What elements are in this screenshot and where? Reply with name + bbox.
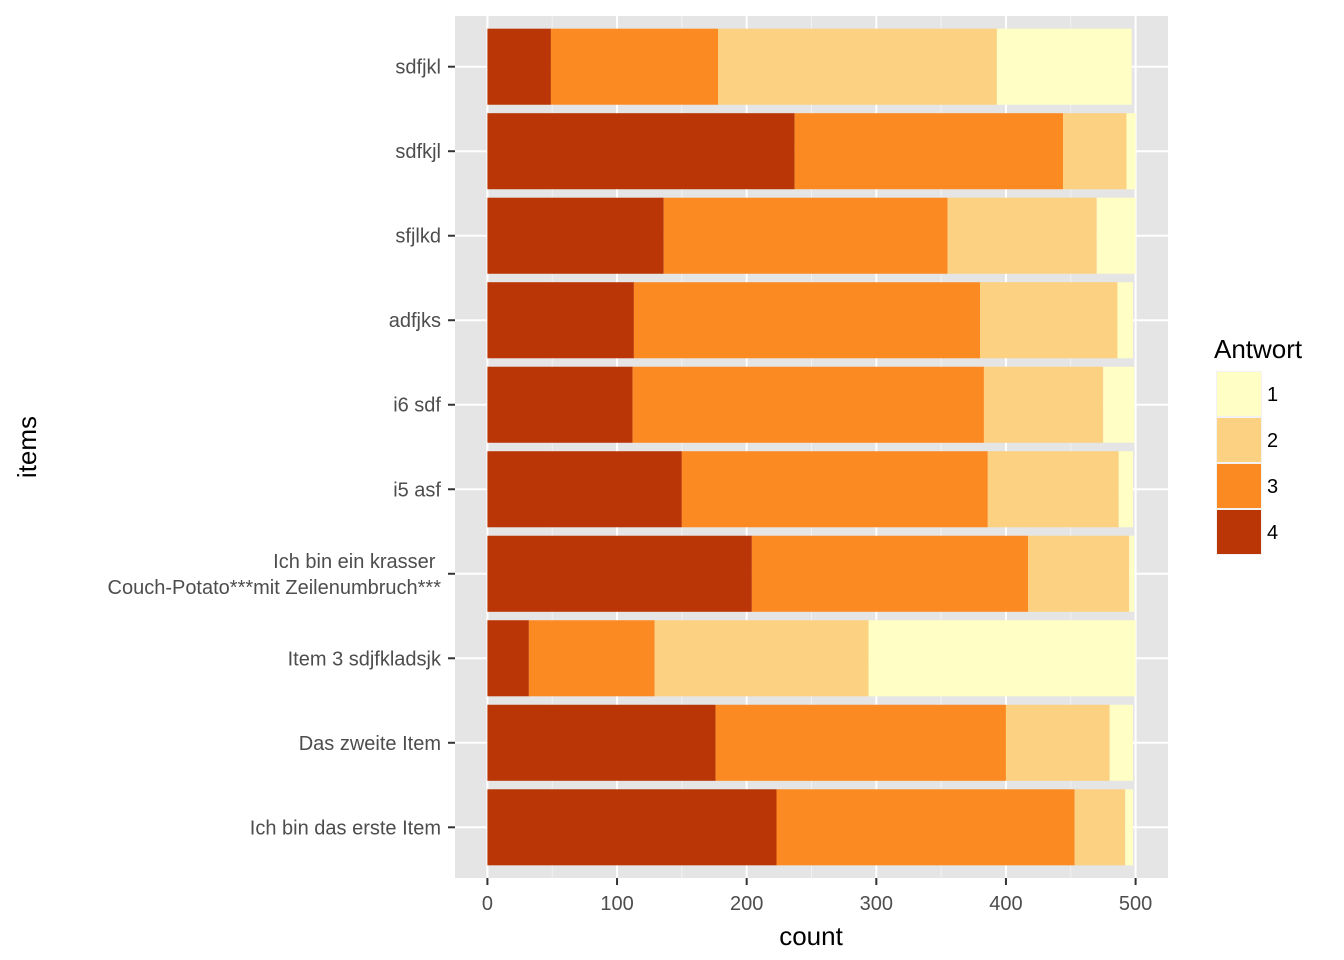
legend: Antwort 1 2 3 4 <box>1214 334 1303 555</box>
bar-segment-1 <box>1103 366 1135 443</box>
bar-segment-3 <box>550 28 719 105</box>
bar-segment-3 <box>681 451 988 528</box>
bar-segment-2 <box>947 197 1097 274</box>
legend-title: Antwort <box>1214 334 1303 364</box>
legend-label-4: 4 <box>1267 522 1278 544</box>
bar-segment-3 <box>663 197 948 274</box>
bar-segment-3 <box>633 282 981 359</box>
x-tick-label: 300 <box>860 893 893 915</box>
bar-segment-2 <box>1074 789 1126 866</box>
bar-segment-4 <box>487 366 633 443</box>
bar-segment-3 <box>528 620 655 697</box>
bar-segment-1 <box>1125 789 1133 866</box>
bar-segment-1 <box>1109 704 1133 781</box>
bar-segment-1 <box>868 620 1136 697</box>
bar-segment-1 <box>1096 197 1136 274</box>
bars <box>487 28 1136 866</box>
legend-label-3: 3 <box>1267 476 1278 498</box>
bar-segment-4 <box>487 704 716 781</box>
bar-segment-4 <box>487 28 551 105</box>
legend-swatch-4 <box>1217 510 1261 554</box>
bar-segment-2 <box>987 451 1119 528</box>
y-tick-label: i5 asf <box>393 479 441 501</box>
bar-segment-1 <box>996 28 1132 105</box>
bar-segment-4 <box>487 113 795 190</box>
x-tick-label: 100 <box>600 893 633 915</box>
bar-segment-4 <box>487 620 529 697</box>
bar-segment-2 <box>654 620 869 697</box>
legend-swatch-1 <box>1217 372 1261 416</box>
bar-segment-3 <box>794 113 1063 190</box>
y-axis: sdfjkl sdfkjl sfjlkd adfjks i6 sdf i5 asf Ich … <box>108 57 455 839</box>
bar-segment-1 <box>1126 113 1136 190</box>
y-tick-label: adfjks <box>389 310 441 332</box>
x-tick-label: 500 <box>1119 893 1152 915</box>
y-tick-label: Ich bin das erste Item <box>250 817 441 839</box>
legend-label-2: 2 <box>1267 430 1278 452</box>
x-axis-title: count <box>779 921 843 951</box>
bar-segment-1 <box>1129 535 1135 612</box>
bar-segment-3 <box>715 704 1006 781</box>
x-tick-label: 200 <box>730 893 763 915</box>
legend-swatch-2 <box>1217 418 1261 462</box>
bar-segment-4 <box>487 789 777 866</box>
bar-segment-2 <box>1062 113 1127 190</box>
y-axis-title: items <box>12 416 42 478</box>
y-tick-label: sdfjkl <box>395 57 441 79</box>
bar-segment-1 <box>1117 282 1133 359</box>
y-tick-label: Ich bin ein krasser Couch-Potato***mit Z… <box>108 551 442 599</box>
legend-label-1: 1 <box>1267 384 1278 406</box>
bar-segment-4 <box>487 451 682 528</box>
bar-segment-4 <box>487 197 664 274</box>
bar-segment-2 <box>980 282 1118 359</box>
bar-segment-3 <box>751 535 1028 612</box>
legend-swatch-3 <box>1217 464 1261 508</box>
y-tick-label: sdfkjl <box>395 141 441 163</box>
x-axis: 0 100 200 300 400 500 <box>482 878 1152 915</box>
y-tick-label: Item 3 sdjfkladsjk <box>288 648 442 670</box>
bar-segment-2 <box>1005 704 1110 781</box>
x-tick-label: 400 <box>989 893 1022 915</box>
bar-segment-3 <box>776 789 1075 866</box>
bar-segment-2 <box>718 28 997 105</box>
y-tick-label: sfjlkd <box>395 226 441 248</box>
y-tick-label: Das zweite Item <box>299 733 441 755</box>
bar-segment-4 <box>487 282 634 359</box>
x-tick-label: 0 <box>482 893 493 915</box>
bar-segment-2 <box>983 366 1104 443</box>
bar-segment-2 <box>1027 535 1130 612</box>
y-tick-label: i6 sdf <box>393 395 441 417</box>
bar-segment-1 <box>1118 451 1133 528</box>
bar-segment-4 <box>487 535 752 612</box>
bar-segment-3 <box>632 366 984 443</box>
